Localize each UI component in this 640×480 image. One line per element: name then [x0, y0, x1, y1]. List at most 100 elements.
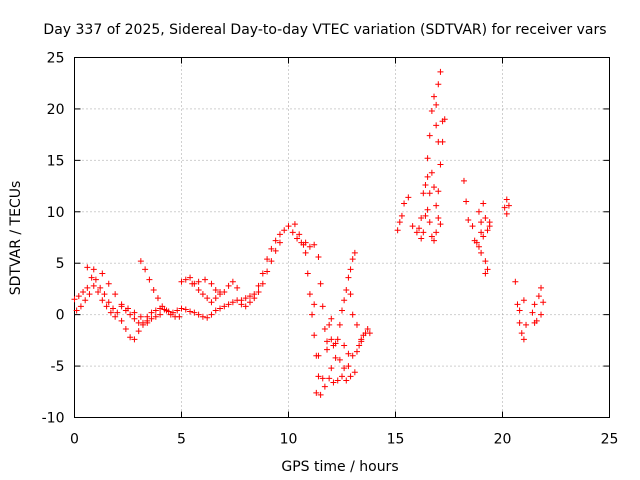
data-point: [420, 229, 427, 236]
y-tick-label: 5: [56, 256, 65, 272]
data-point: [178, 278, 185, 285]
data-point: [431, 93, 438, 100]
x-tick-label: 0: [70, 432, 79, 448]
data-point: [101, 291, 108, 298]
data-point: [328, 336, 335, 343]
data-point: [142, 266, 149, 273]
data-point: [208, 299, 215, 306]
data-point: [112, 291, 119, 298]
data-point: [478, 249, 485, 256]
data-point: [114, 309, 121, 316]
data-point: [441, 116, 448, 123]
data-point: [202, 276, 209, 283]
data-point: [416, 225, 423, 232]
data-point: [300, 241, 307, 248]
y-tick-label: 10: [47, 205, 65, 221]
data-point: [463, 198, 470, 205]
data-point: [531, 301, 538, 308]
data-point: [321, 326, 328, 333]
data-point: [187, 274, 194, 281]
data-point: [424, 206, 431, 213]
data-point: [221, 289, 228, 296]
data-point: [276, 231, 283, 238]
data-point: [212, 295, 219, 302]
chart-title: Day 337 of 2025, Sidereal Day-to-day VTE…: [43, 22, 606, 38]
data-point: [321, 383, 328, 390]
data-point: [259, 270, 266, 277]
data-point: [518, 330, 525, 337]
data-point: [137, 258, 144, 265]
data-point: [409, 223, 416, 230]
data-point: [437, 68, 444, 75]
data-point: [195, 286, 202, 293]
data-point: [71, 296, 78, 303]
data-point: [311, 301, 318, 308]
data-point: [131, 315, 138, 322]
data-point: [99, 270, 106, 277]
data-point: [482, 258, 489, 265]
data-point: [319, 303, 326, 310]
data-point: [86, 291, 93, 298]
data-point: [178, 305, 185, 312]
data-point: [351, 249, 358, 256]
data-point: [148, 315, 155, 322]
data-point: [336, 321, 343, 328]
data-point: [208, 280, 215, 287]
data-point: [122, 326, 129, 333]
data-point: [97, 284, 104, 291]
data-point: [110, 305, 117, 312]
data-point: [238, 301, 245, 308]
data-point: [531, 319, 538, 326]
data-point: [431, 237, 438, 244]
data-point: [234, 284, 241, 291]
data-point: [152, 313, 159, 320]
data-point: [276, 239, 283, 246]
data-point: [291, 221, 298, 228]
data-point: [313, 352, 320, 359]
data-point: [484, 227, 491, 234]
data-series: [71, 68, 547, 398]
data-point: [339, 373, 345, 380]
data-point: [431, 184, 438, 191]
data-point: [514, 301, 521, 308]
data-point: [118, 317, 125, 324]
data-point: [428, 107, 435, 114]
data-point: [398, 212, 405, 219]
data-point: [167, 311, 174, 318]
data-point: [195, 311, 202, 318]
data-point: [512, 278, 519, 285]
data-point: [480, 233, 487, 240]
data-point: [475, 243, 482, 250]
data-point: [433, 202, 440, 209]
data-point: [315, 373, 322, 380]
data-point: [95, 289, 102, 296]
data-point: [334, 377, 341, 384]
x-tick-label: 25: [601, 432, 619, 448]
data-point: [99, 297, 106, 304]
data-point: [242, 303, 249, 310]
data-point: [315, 254, 322, 261]
data-point: [212, 307, 219, 314]
data-point: [225, 301, 232, 308]
data-point: [356, 342, 363, 349]
data-point: [435, 188, 442, 195]
data-point: [139, 321, 146, 328]
data-point: [540, 299, 547, 306]
data-point: [330, 342, 337, 349]
data-point: [296, 231, 303, 238]
data-point: [154, 295, 161, 302]
data-point: [302, 249, 309, 256]
y-tick-label: -10: [42, 411, 65, 427]
data-point: [465, 217, 472, 224]
data-point: [349, 256, 356, 263]
data-point: [127, 311, 134, 318]
data-point: [294, 235, 301, 242]
data-point: [90, 282, 97, 289]
data-point: [435, 214, 442, 221]
data-point: [484, 266, 491, 273]
data-point: [82, 297, 89, 304]
data-point: [163, 307, 170, 314]
data-point: [304, 270, 311, 277]
data-point: [88, 274, 95, 281]
data-point: [255, 289, 262, 296]
